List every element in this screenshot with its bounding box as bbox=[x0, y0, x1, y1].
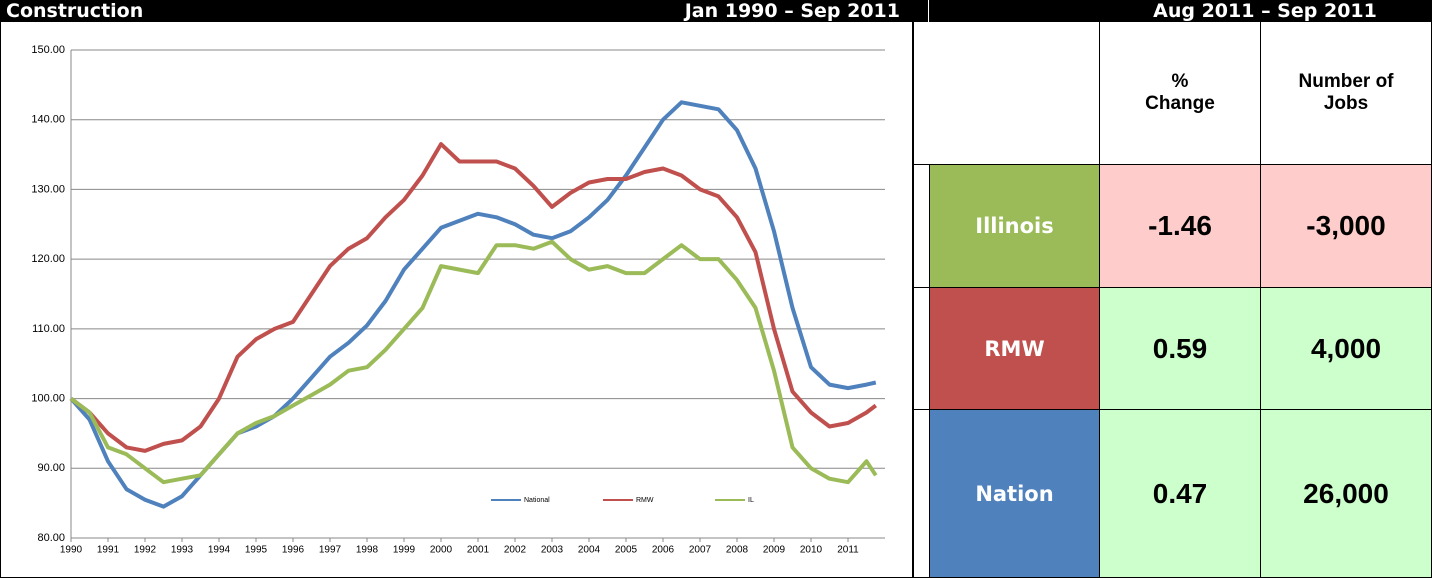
legend-label: RMW bbox=[636, 497, 654, 504]
header-divider bbox=[928, 0, 929, 22]
x-tick-label: 2009 bbox=[763, 545, 786, 556]
x-tick-label: 2001 bbox=[467, 545, 490, 556]
row-label: RMW bbox=[930, 288, 1100, 410]
pct-change-text: -1.46 bbox=[1148, 210, 1212, 241]
y-tick-label: 140.00 bbox=[31, 114, 65, 126]
x-tick-label: 2000 bbox=[430, 545, 453, 556]
column-header-text: Number of Jobs bbox=[1298, 71, 1394, 114]
corner bbox=[914, 22, 1100, 165]
x-tick-label: 2010 bbox=[800, 545, 823, 556]
chart: 80.00 90.00 100.00 110.00 120.00 130.00 140.00… bbox=[0, 22, 912, 578]
row-label: Nation bbox=[930, 410, 1100, 578]
x-tick-label: 1994 bbox=[208, 545, 231, 556]
row-spacer bbox=[914, 288, 930, 410]
row-spacer bbox=[914, 410, 930, 578]
x-tick-label: 2007 bbox=[689, 545, 712, 556]
chart-title: Construction bbox=[6, 0, 144, 22]
y-tick-label: 90.00 bbox=[37, 462, 65, 474]
pct-change-text: 0.47 bbox=[1152, 477, 1208, 509]
x-tick-label: 1996 bbox=[282, 545, 305, 556]
x-tick-label: 1993 bbox=[171, 545, 194, 556]
x-tick-label: 2008 bbox=[726, 545, 749, 556]
y-tick-label: 150.00 bbox=[31, 44, 65, 56]
x-tick-label: 1999 bbox=[393, 545, 416, 556]
series-line bbox=[69, 142, 878, 453]
column-header-text: % Change bbox=[1145, 71, 1215, 114]
x-tick-label: 1998 bbox=[356, 545, 379, 556]
row-label-text: Illinois bbox=[975, 214, 1054, 238]
table: % Change Number of Jobs Illinois -1.46 -3,00… bbox=[912, 22, 1432, 578]
x-tick-label: 2011 bbox=[837, 545, 859, 556]
x-tick-label: 1997 bbox=[319, 545, 342, 556]
jobs: -3,000 bbox=[1261, 165, 1432, 288]
y-tick-label: 100.00 bbox=[31, 392, 65, 404]
x-tick-label: 1992 bbox=[134, 545, 157, 556]
pct-change: 0.59 bbox=[1100, 288, 1261, 410]
legend-label: National bbox=[524, 497, 550, 504]
table-range: Aug 2011 – Sep 2011 bbox=[1098, 0, 1432, 22]
x-tick-label: 2006 bbox=[652, 545, 675, 556]
jobs: 26,000 bbox=[1261, 410, 1432, 578]
chart-range: Jan 1990 – Sep 2011 bbox=[600, 0, 900, 22]
y-tick-label: 80.00 bbox=[37, 532, 65, 544]
x-tick-label: 2003 bbox=[541, 545, 564, 556]
x-tick-label: 2002 bbox=[504, 545, 527, 556]
pct-change: -1.46 bbox=[1100, 165, 1261, 288]
row-spacer bbox=[914, 165, 930, 288]
x-tick-label: 1995 bbox=[245, 545, 268, 556]
jobs-text: 4,000 bbox=[1310, 332, 1382, 364]
legend-label: IL bbox=[748, 497, 754, 504]
jobs-text: 26,000 bbox=[1303, 477, 1389, 509]
x-tick-label: 2005 bbox=[615, 545, 638, 556]
y-tick-label: 110.00 bbox=[32, 323, 65, 335]
row-label: Illinois bbox=[930, 165, 1100, 288]
pct-change: 0.47 bbox=[1100, 410, 1261, 578]
x-tick-label: 1990 bbox=[60, 545, 83, 556]
y-tick-label: 130.00 bbox=[31, 183, 65, 195]
column-header: Number of Jobs bbox=[1261, 22, 1432, 165]
row-label-text: Nation bbox=[975, 481, 1054, 506]
jobs: 4,000 bbox=[1261, 288, 1432, 410]
x-tick-label: 2004 bbox=[578, 545, 601, 556]
y-tick-label: 120.00 bbox=[31, 253, 65, 265]
pct-change-text: 0.59 bbox=[1152, 332, 1208, 364]
column-header: % Change bbox=[1100, 22, 1261, 165]
series-line bbox=[69, 239, 878, 485]
row-label-text: RMW bbox=[984, 336, 1045, 361]
x-tick-label: 1991 bbox=[97, 545, 120, 556]
jobs-text: -3,000 bbox=[1306, 210, 1386, 241]
